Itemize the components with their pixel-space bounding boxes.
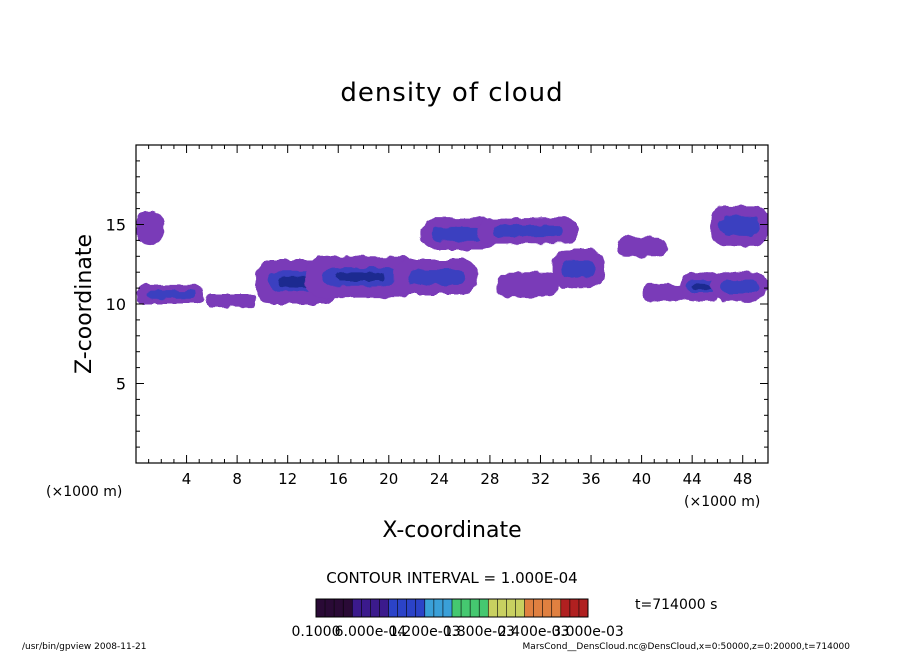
colorbar-label: 6.000e-04 — [335, 624, 407, 640]
colorbar-label: 3.000e-03 — [552, 624, 624, 640]
x-tick-label: 8 — [232, 470, 242, 488]
x-tick-labels: 4 8 12 16 20 24 28 32 36 40 44 48 — [182, 470, 752, 488]
colorbar-cell — [569, 599, 579, 617]
y-tick-label: 10 — [106, 295, 126, 314]
cloud-blob — [205, 294, 257, 308]
colorbar-cell — [370, 599, 380, 617]
colorbar-cell — [415, 599, 425, 617]
cloud-dense-region — [407, 269, 465, 285]
colorbar-cell — [506, 599, 516, 617]
colorbar-cell — [352, 599, 362, 617]
x-tick-label: 12 — [278, 470, 297, 488]
footer-left: /usr/bin/gpview 2008-11-21 — [22, 642, 147, 652]
cloud-dense-region — [492, 225, 564, 237]
colorbar-label: 1.800e-03 — [443, 624, 515, 640]
y-tick-label: 15 — [106, 216, 126, 235]
colorbar-cell — [325, 599, 335, 617]
contour-interval-label: CONTOUR INTERVAL = 1.000E-04 — [326, 569, 577, 587]
cloud-blob — [496, 272, 560, 298]
cloud-dense-region — [560, 260, 597, 278]
colorbar-cell — [406, 599, 416, 617]
colorbar-cell — [560, 599, 570, 617]
axis-ticks — [136, 145, 768, 463]
x-unit-left: (×1000 m) — [46, 484, 122, 500]
colorbar-cell — [397, 599, 407, 617]
colorbar-cell — [433, 599, 443, 617]
colorbar-cell — [442, 599, 452, 617]
colorbar-frame — [315, 598, 589, 618]
colorbar-label: 1.200e-03 — [389, 624, 461, 640]
colorbar-cell — [533, 599, 543, 617]
colorbar-cell — [388, 599, 398, 617]
cloud-blob — [136, 210, 164, 246]
cloud-dense-region — [719, 216, 760, 236]
colorbar-cell — [524, 599, 534, 617]
x-tick-label: 40 — [632, 470, 651, 488]
colorbar-cell — [316, 599, 326, 617]
y-tick-labels: 5 10 15 — [106, 216, 126, 394]
colorbar-cell — [578, 599, 588, 617]
y-tick-label: 5 — [116, 375, 126, 394]
colorbar-cell — [424, 599, 434, 617]
colorbar-cell — [343, 599, 353, 617]
colorbar-label: 0.1000 — [292, 624, 341, 640]
x-unit-right: (×1000 m) — [684, 494, 760, 510]
y-axis-label: Z-coordinate — [72, 234, 97, 374]
cloud-dense-region — [431, 226, 485, 242]
x-tick-label: 24 — [430, 470, 449, 488]
cloud-dense-region — [146, 290, 196, 299]
cloud-core-region — [336, 272, 385, 282]
colorbar-cell — [479, 599, 489, 617]
x-tick-label: 36 — [581, 470, 600, 488]
colorbar-cell — [470, 599, 480, 617]
colorbar-cell — [452, 599, 462, 617]
x-tick-label: 28 — [480, 470, 499, 488]
colorbar-cell — [497, 599, 507, 617]
x-tick-label: 48 — [733, 470, 752, 488]
x-tick-label: 16 — [329, 470, 348, 488]
colorbar-cell — [379, 599, 389, 617]
x-tick-label: 44 — [683, 470, 702, 488]
colorbar-cell — [542, 599, 552, 617]
colorbar-cell — [515, 599, 525, 617]
x-axis-label: X-coordinate — [382, 518, 521, 543]
chart-title: density of cloud — [340, 78, 563, 108]
footer-right: MarsCond__DensCloud.nc@DensCloud,x=0:500… — [522, 642, 850, 652]
cloud-dense-region — [719, 280, 760, 293]
colorbar-cell — [461, 599, 471, 617]
colorbar-cell — [551, 599, 561, 617]
x-tick-label: 20 — [379, 470, 398, 488]
colorbar-labels: 0.10006.000e-041.200e-031.800e-032.400e-… — [292, 624, 624, 640]
colorbar-cell — [361, 599, 371, 617]
cloud-core-region — [278, 276, 316, 287]
cloud-core-region — [691, 283, 712, 290]
x-tick-label: 4 — [182, 470, 192, 488]
time-label: t=714000 s — [635, 597, 717, 613]
cloud-field — [136, 205, 768, 308]
colorbar-label: 2.400e-03 — [498, 624, 570, 640]
colorbar — [315, 599, 588, 617]
colorbar-cell — [334, 599, 344, 617]
colorbar-cell — [488, 599, 498, 617]
cloud-blob — [641, 284, 693, 301]
cloud-blob — [616, 237, 667, 257]
x-tick-label: 32 — [531, 470, 550, 488]
